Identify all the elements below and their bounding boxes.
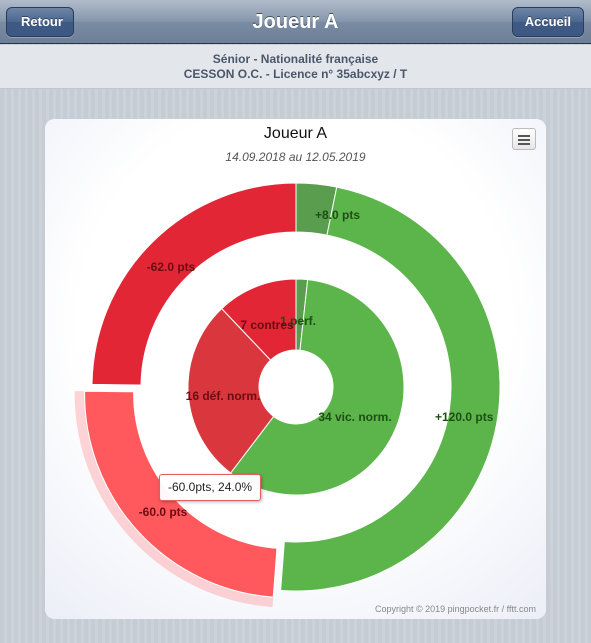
slice-label-62-0-pts: -62.0 pts (147, 260, 196, 274)
navigation-bar: Joueur A Retour Accueil (0, 0, 591, 44)
back-button-label: Retour (21, 14, 63, 29)
chart-menu-button[interactable] (512, 128, 536, 150)
player-club-license: CESSON O.C. - Licence n° 35abcxyz / T (183, 67, 408, 81)
slice-label-1-perf: 1 perf. (280, 314, 316, 328)
player-info-bar: Sénior - Nationalité française CESSON O.… (0, 45, 591, 89)
inner-slice-16-d-f-norm[interactable] (187, 307, 275, 474)
slice-label-120-0-pts: +120.0 pts (435, 410, 494, 424)
slice-label-16-d-f-norm: 16 déf. norm. (186, 389, 261, 403)
outer-slice-120-0-pts[interactable] (280, 186, 501, 592)
slice-label-8-0-pts: +8.0 pts (315, 208, 360, 222)
copyright-text: Copyright © 2019 pingpocket.fr / fftt.co… (374, 604, 536, 614)
donut-chart: +8.0 pts +120.0 pts -60.0 pts -62.0 pts 1 pe… (74, 182, 501, 608)
slice-label-34-vic-norm: 34 vic. norm. (318, 410, 391, 424)
page-title: Joueur A (252, 11, 339, 33)
slice-label-60-0-pts: -60.0 pts (139, 505, 188, 519)
chart-tooltip: -60.0pts, 24.0% (159, 474, 262, 501)
inner-slice-7-contres[interactable] (221, 278, 297, 361)
home-button[interactable]: Accueil (511, 7, 584, 37)
chart-card: +8.0 pts +120.0 pts -60.0 pts -62.0 pts 1 pe… (45, 119, 546, 619)
back-button[interactable]: Retour (6, 7, 74, 37)
chart-title: Joueur A (263, 125, 328, 142)
outer-slice-62-0-pts[interactable] (91, 182, 297, 386)
player-category: Sénior - Nationalité française (212, 52, 379, 66)
outer-slice-60-0-pts[interactable] (84, 390, 278, 598)
slice-label-7-contres: 7 contres (240, 318, 294, 332)
inner-slice-34-vic-norm[interactable] (229, 279, 405, 496)
chart-subtitle: 14.09.2018 au 12.05.2019 (225, 150, 366, 164)
